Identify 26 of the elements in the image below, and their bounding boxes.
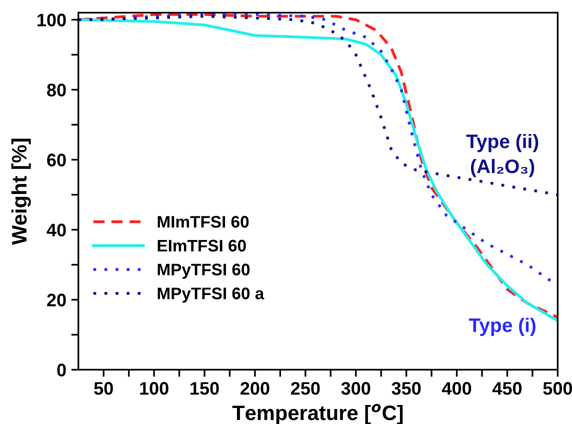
x-tick-label: 100 <box>140 382 168 395</box>
y-tick-label: 100 <box>38 14 66 26</box>
x-tick-label: 350 <box>392 382 421 395</box>
legend-label: MImTFSI 60 <box>158 216 249 228</box>
x-tick-label: 250 <box>290 382 320 395</box>
x-tick-label: 200 <box>240 382 270 395</box>
legend-label: EImTFSI 60 <box>158 240 246 252</box>
x-tick-label: 500 <box>543 382 572 395</box>
x-tick-label: 50 <box>94 382 113 395</box>
x-tick-label: 400 <box>442 382 472 395</box>
legend-label: MPyTFSI 60 <box>158 264 250 279</box>
y-tick-label: 60 <box>47 154 66 166</box>
annotation: Type (ii) <box>466 134 538 152</box>
y-tick-label: 0 <box>57 364 66 376</box>
y-tick-label: 80 <box>47 84 66 96</box>
x-tick-label: 300 <box>341 382 370 395</box>
annotation: Type (i) <box>468 318 536 336</box>
annotation: (Al₂O₃) <box>470 158 534 178</box>
y-axis-title: Weight [%] <box>11 138 31 245</box>
y-tick-label: 20 <box>47 294 66 306</box>
x-axis-title: Temperature [$^{o}$C] <box>232 404 403 424</box>
line-series <box>78 14 558 196</box>
y-tick-label: 40 <box>46 224 66 236</box>
x-tick-label: 450 <box>492 382 522 395</box>
x-tick-label: 150 <box>190 382 219 395</box>
legend-label: MPyTFSI 60 a <box>158 288 264 303</box>
